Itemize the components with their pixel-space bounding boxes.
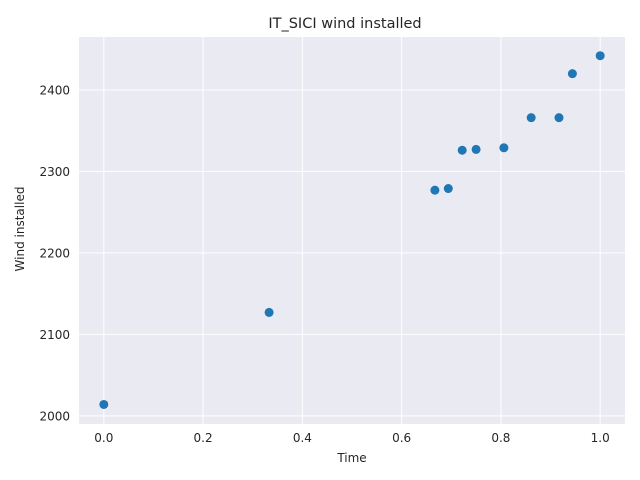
data-point <box>567 69 577 79</box>
data-point <box>554 113 564 123</box>
y-tick-label: 2200 <box>39 246 70 260</box>
data-points <box>99 51 605 409</box>
data-point <box>526 113 536 123</box>
y-tick-label: 2100 <box>39 328 70 342</box>
data-point <box>499 143 509 153</box>
data-point <box>99 399 109 409</box>
x-tick-labels: 0.0 0.2 0.4 0.6 0.8 1.0 <box>94 431 609 445</box>
y-tick-label: 2300 <box>39 165 70 179</box>
x-tick-label: 0.8 <box>491 431 510 445</box>
data-point <box>457 145 467 155</box>
y-tick-labels: 2000 2100 2200 2300 2400 <box>39 83 70 423</box>
data-point <box>595 51 605 61</box>
grid <box>79 37 625 424</box>
y-tick-label: 2000 <box>39 409 70 423</box>
data-point <box>443 184 453 194</box>
x-axis-label: Time <box>336 451 366 465</box>
x-tick-label: 0.0 <box>94 431 113 445</box>
x-tick-label: 0.2 <box>194 431 213 445</box>
plot-background <box>79 37 625 424</box>
x-tick-label: 0.4 <box>293 431 312 445</box>
y-axis-label: Wind installed <box>13 187 27 272</box>
data-point <box>471 144 481 154</box>
x-tick-label: 1.0 <box>591 431 610 445</box>
y-tick-label: 2400 <box>39 83 70 97</box>
x-tick-label: 0.6 <box>392 431 411 445</box>
data-point <box>430 185 440 195</box>
data-point <box>264 307 274 317</box>
chart-title: IT_SICI wind installed <box>268 16 421 32</box>
